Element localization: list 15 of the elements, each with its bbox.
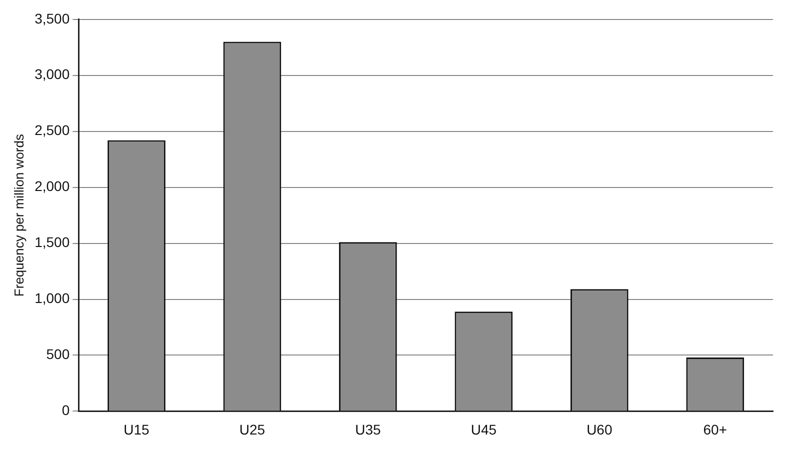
y-tick-label: 500 (46, 346, 70, 362)
y-tick-label: 2,500 (34, 122, 70, 138)
y-tick-label: 2,000 (34, 178, 70, 194)
x-tick-label: U45 (470, 421, 497, 438)
x-tick-label: U60 (586, 421, 612, 438)
y-tick-label: 1,000 (34, 290, 70, 306)
y-tick-label: 3,500 (34, 10, 70, 26)
x-tick-label: U15 (124, 421, 150, 438)
y-tick-label: 1,500 (34, 234, 70, 250)
y-tick-label: 0 (62, 402, 70, 418)
x-tick-label: 60+ (703, 421, 728, 438)
x-tick-label: U35 (355, 421, 382, 438)
y-tick-label: 3,000 (34, 66, 70, 82)
x-tick-label: U25 (239, 421, 266, 438)
y-axis-title: Frequency per million words (11, 134, 26, 297)
